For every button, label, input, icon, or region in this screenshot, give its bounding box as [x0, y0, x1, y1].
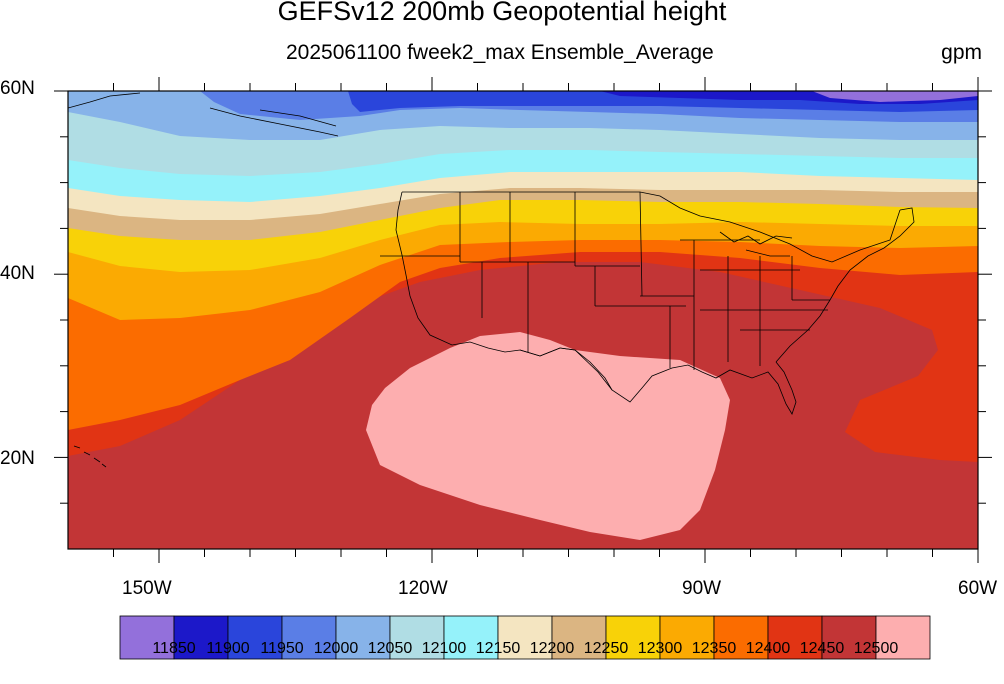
lat-label-20n: 20N: [0, 448, 35, 469]
lon-label-150w: 150W: [122, 578, 172, 599]
lon-label-120w: 120W: [398, 578, 448, 599]
map-outlines: [68, 92, 915, 468]
colorbar-tick-label: 12400: [745, 640, 791, 657]
colorbar-box: [659, 615, 715, 660]
colorbar-box: [821, 615, 877, 660]
colorbar-tick-label: 11900: [206, 640, 250, 657]
colorbar-box: [335, 615, 391, 660]
colorbar-box: [875, 615, 931, 660]
colorbar: [119, 615, 931, 660]
colorbar-tick-label: 11850: [152, 640, 196, 657]
colorbar-box: [767, 615, 823, 660]
lat-label-40n: 40N: [0, 263, 35, 284]
colorbar-tick-label: 12100: [421, 640, 467, 657]
colorbar-box: [227, 615, 283, 660]
lat-label-60n: 60N: [0, 78, 35, 99]
canada-border: [402, 191, 901, 263]
colorbar-tick-label: 12500: [853, 640, 899, 657]
colorbar-box: [443, 615, 499, 660]
lon-label-60w: 60W: [958, 578, 998, 599]
colorbar-box: [713, 615, 769, 660]
colorbar-tick-label: 12250: [583, 640, 629, 657]
colorbar-box: [119, 615, 175, 660]
colorbar-tick-label: 12200: [529, 640, 575, 657]
alaska-coast: [68, 92, 339, 137]
lon-label-90w: 90W: [682, 578, 722, 599]
band-11800: [812, 91, 978, 102]
contour-fill-layer: [68, 91, 978, 549]
colorbar-tick-label: 11950: [260, 640, 304, 657]
hawaii-islands: [73, 445, 107, 468]
map-title: GEFSv12 200mb Geopotential height: [277, 0, 727, 26]
mexico-border: [519, 347, 613, 391]
colorbar-tick-label: 12150: [475, 640, 521, 657]
colorbar-box: [605, 615, 661, 660]
band-12500: [366, 332, 730, 540]
colorbar-tick-label: 12350: [691, 640, 737, 657]
units-label: gpm: [941, 41, 982, 64]
colorbar-tick-label: 12050: [367, 640, 413, 657]
colorbar-box: [281, 615, 337, 660]
colorbar-tick-label: 12450: [799, 640, 845, 657]
great-lakes: [719, 231, 793, 257]
map-subtitle: 2025061100 fweek2_max Ensemble_Average: [286, 41, 714, 64]
gulf-coast: [574, 349, 797, 415]
colorbar-tick-label: 12000: [313, 640, 359, 657]
colorbar-tick-label: 12300: [637, 640, 683, 657]
axis-ticks: [54, 77, 992, 563]
state-lines: [380, 191, 830, 370]
